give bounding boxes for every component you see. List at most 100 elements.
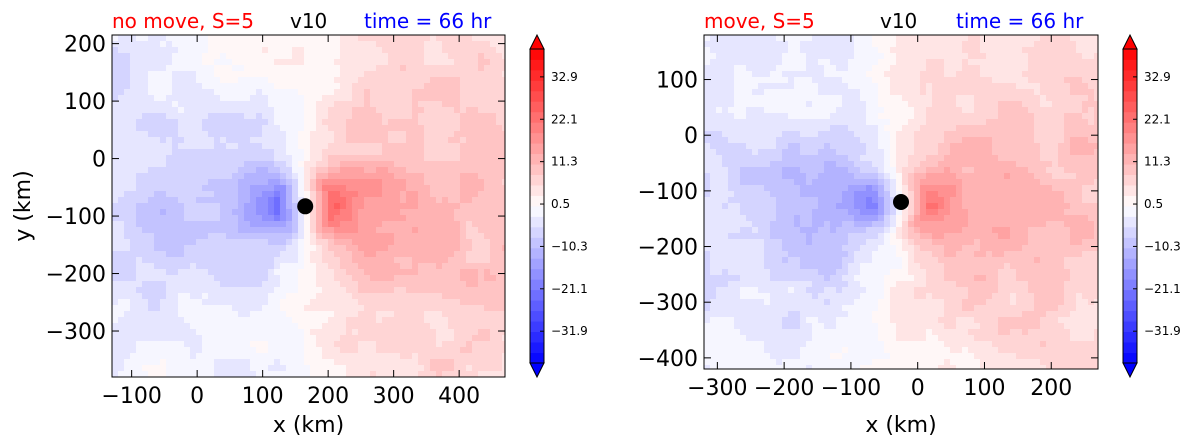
field-cell: [328, 203, 335, 210]
field-cell: [722, 203, 729, 210]
field-cell: [226, 95, 233, 102]
field-cell: [788, 341, 795, 348]
field-cell: [788, 83, 795, 90]
field-cell: [412, 221, 419, 228]
field-cell: [286, 197, 293, 204]
field-cell: [268, 125, 275, 132]
field-cell: [472, 119, 479, 126]
field-cell: [352, 233, 359, 240]
field-cell: [496, 317, 503, 324]
field-cell: [430, 245, 437, 252]
field-cell: [136, 221, 143, 228]
field-cell: [400, 53, 407, 60]
field-cell: [716, 125, 723, 132]
field-cell: [202, 287, 209, 294]
field-cell: [262, 269, 269, 276]
field-cell: [728, 161, 735, 168]
field-cell: [196, 71, 203, 78]
field-cell: [496, 167, 503, 174]
field-cell: [172, 257, 179, 264]
field-cell: [142, 173, 149, 180]
field-cell: [124, 269, 131, 276]
field-cell: [364, 95, 371, 102]
field-cell: [418, 221, 425, 228]
field-cell: [728, 77, 735, 84]
field-cell: [172, 119, 179, 126]
field-cell: [454, 323, 461, 330]
field-cell: [400, 287, 407, 294]
field-cell: [202, 101, 209, 108]
field-cell: [292, 311, 299, 318]
field-cell: [304, 53, 311, 60]
field-cell: [334, 305, 341, 312]
field-cell: [118, 227, 125, 234]
field-cell: [208, 161, 215, 168]
field-cell: [130, 167, 137, 174]
field-cell: [136, 257, 143, 264]
field-cell: [746, 341, 753, 348]
field-cell: [190, 365, 197, 372]
field-cell: [710, 143, 717, 150]
field-cell: [430, 221, 437, 228]
field-cell: [310, 101, 317, 108]
field-cell: [358, 233, 365, 240]
field-cell: [214, 269, 221, 276]
field-cell: [178, 233, 185, 240]
field-cell: [244, 329, 251, 336]
field-cell: [292, 215, 299, 222]
field-cell: [352, 251, 359, 258]
field-cell: [794, 317, 801, 324]
field-cell: [136, 209, 143, 216]
field-cell: [172, 179, 179, 186]
field-cell: [136, 83, 143, 90]
field-cell: [124, 311, 131, 318]
field-cell: [250, 197, 257, 204]
field-cell: [184, 143, 191, 150]
field-cell: [442, 221, 449, 228]
field-cell: [118, 65, 125, 72]
field-cell: [746, 59, 753, 66]
field-cell: [172, 35, 179, 42]
field-cell: [220, 179, 227, 186]
field-cell: [722, 41, 729, 48]
field-cell: [124, 149, 131, 156]
field-cell: [424, 335, 431, 342]
field-cell: [812, 263, 819, 270]
field-cell: [274, 77, 281, 84]
field-cell: [454, 137, 461, 144]
field-cell: [298, 191, 305, 198]
field-cell: [436, 191, 443, 198]
field-cell: [412, 125, 419, 132]
field-cell: [358, 293, 365, 300]
field-cell: [304, 173, 311, 180]
field-cell: [490, 215, 497, 222]
field-cell: [172, 293, 179, 300]
field-cell: [484, 329, 491, 336]
field-cell: [136, 131, 143, 138]
field-cell: [758, 323, 765, 330]
field-cell: [448, 365, 455, 372]
field-cell: [412, 167, 419, 174]
field-cell: [466, 203, 473, 210]
field-cell: [484, 41, 491, 48]
field-cell: [758, 215, 765, 222]
field-cell: [358, 119, 365, 126]
field-cell: [812, 119, 819, 126]
field-cell: [370, 269, 377, 276]
field-cell: [376, 47, 383, 54]
field-cell: [460, 209, 467, 216]
field-cell: [274, 119, 281, 126]
field-cell: [496, 71, 503, 78]
y-tick-label: 200: [64, 33, 106, 58]
field-cell: [496, 347, 503, 354]
field-cell: [812, 335, 819, 342]
field-cell: [172, 287, 179, 294]
field-cell: [388, 227, 395, 234]
field-cell: [310, 227, 317, 234]
field-cell: [268, 119, 275, 126]
field-cell: [208, 113, 215, 120]
field-cell: [472, 65, 479, 72]
field-cell: [328, 149, 335, 156]
field-cell: [722, 269, 729, 276]
field-cell: [812, 203, 819, 210]
